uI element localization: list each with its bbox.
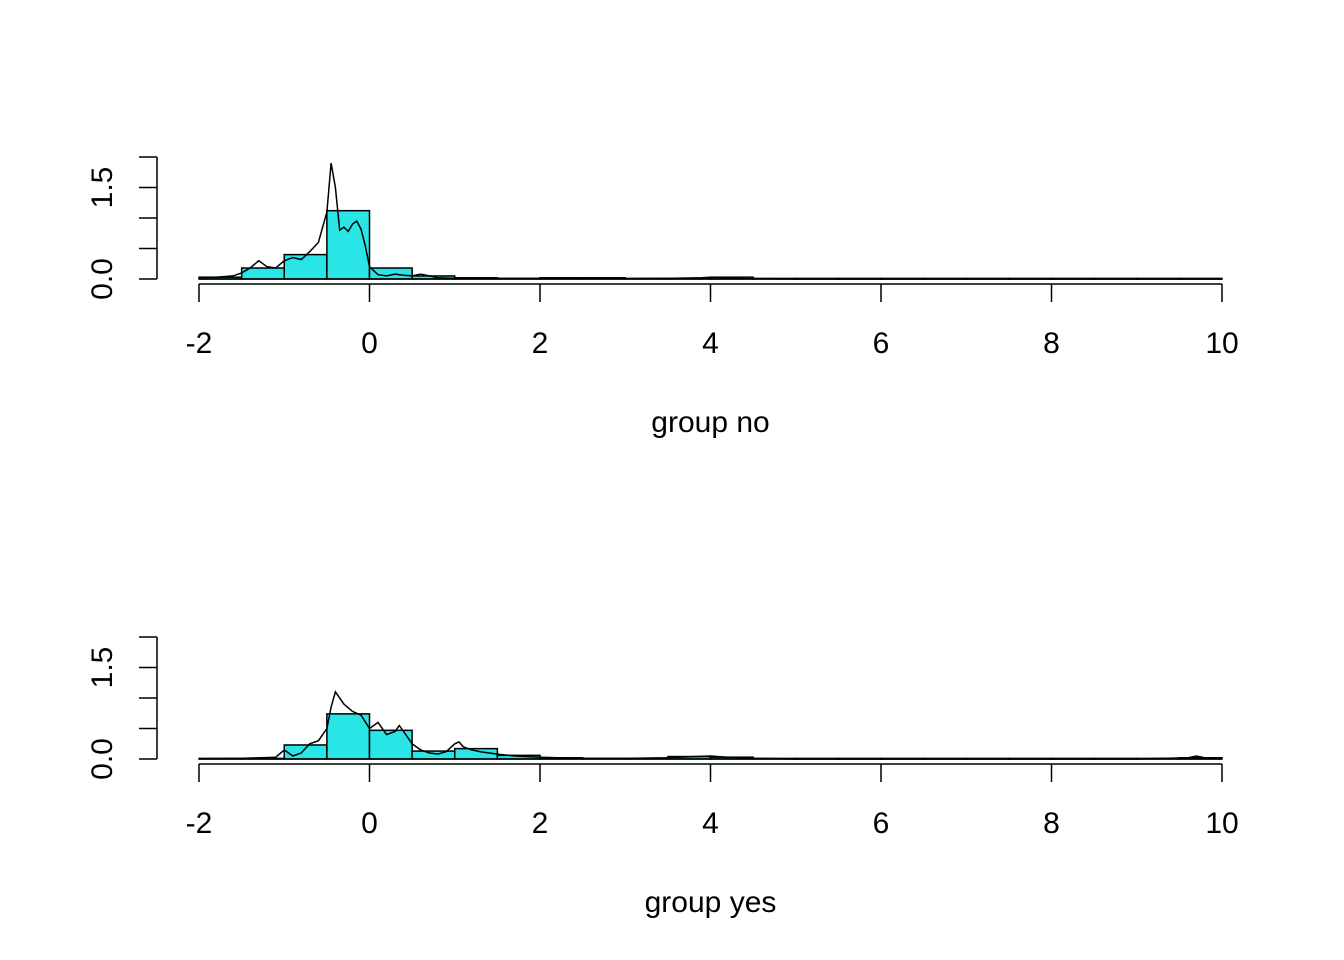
y-tick-label: 0.0	[86, 258, 119, 300]
x-tick-label: 10	[1205, 327, 1238, 360]
histogram-bar	[368, 729, 413, 760]
density-line	[198, 162, 1222, 280]
x-tick-label: 2	[532, 807, 549, 840]
y-tick-label: 1.5	[86, 167, 119, 209]
x-tick-label: 2	[532, 327, 549, 360]
density-curve-group-yes	[198, 690, 1223, 760]
histogram-bar	[326, 209, 371, 280]
x-tick-label: 10	[1205, 807, 1238, 840]
x-tick-label: 4	[702, 327, 719, 360]
density-line	[198, 690, 1223, 760]
x-axis-label-group-no: group no	[651, 406, 769, 439]
x-tick-label: 6	[873, 807, 890, 840]
x-axis-group-yes: -2 0 2 4 6 8 10	[186, 763, 1239, 840]
density-curve-group-no	[198, 162, 1222, 280]
y-axis-group-yes: 0.0 1.5	[86, 636, 158, 780]
histogram-bar	[411, 750, 456, 760]
x-tick-label: 8	[1043, 807, 1060, 840]
panel-group-yes: -2 0 2 4 6 8 10 0.0 1.5 group yes	[86, 636, 1239, 919]
x-tick-label: -2	[186, 807, 213, 840]
x-tick-label: 8	[1043, 327, 1060, 360]
histogram-bar	[326, 713, 371, 760]
x-tick-label: 0	[361, 327, 378, 360]
x-tick-label: 0	[361, 807, 378, 840]
x-tick-label: 4	[702, 807, 719, 840]
x-tick-label: -2	[186, 327, 213, 360]
y-tick-label: 1.5	[86, 647, 119, 689]
panel-group-no: -2 0 2 4 6 8 10 0.0 1.5 group no	[86, 156, 1239, 439]
histogram-bar	[283, 744, 328, 760]
y-axis-group-no: 0.0 1.5	[86, 156, 158, 300]
y-tick-label: 0.0	[86, 738, 119, 780]
x-axis-label-group-yes: group yes	[645, 886, 777, 919]
x-axis-group-no: -2 0 2 4 6 8 10	[186, 283, 1239, 360]
x-tick-label: 6	[873, 327, 890, 360]
